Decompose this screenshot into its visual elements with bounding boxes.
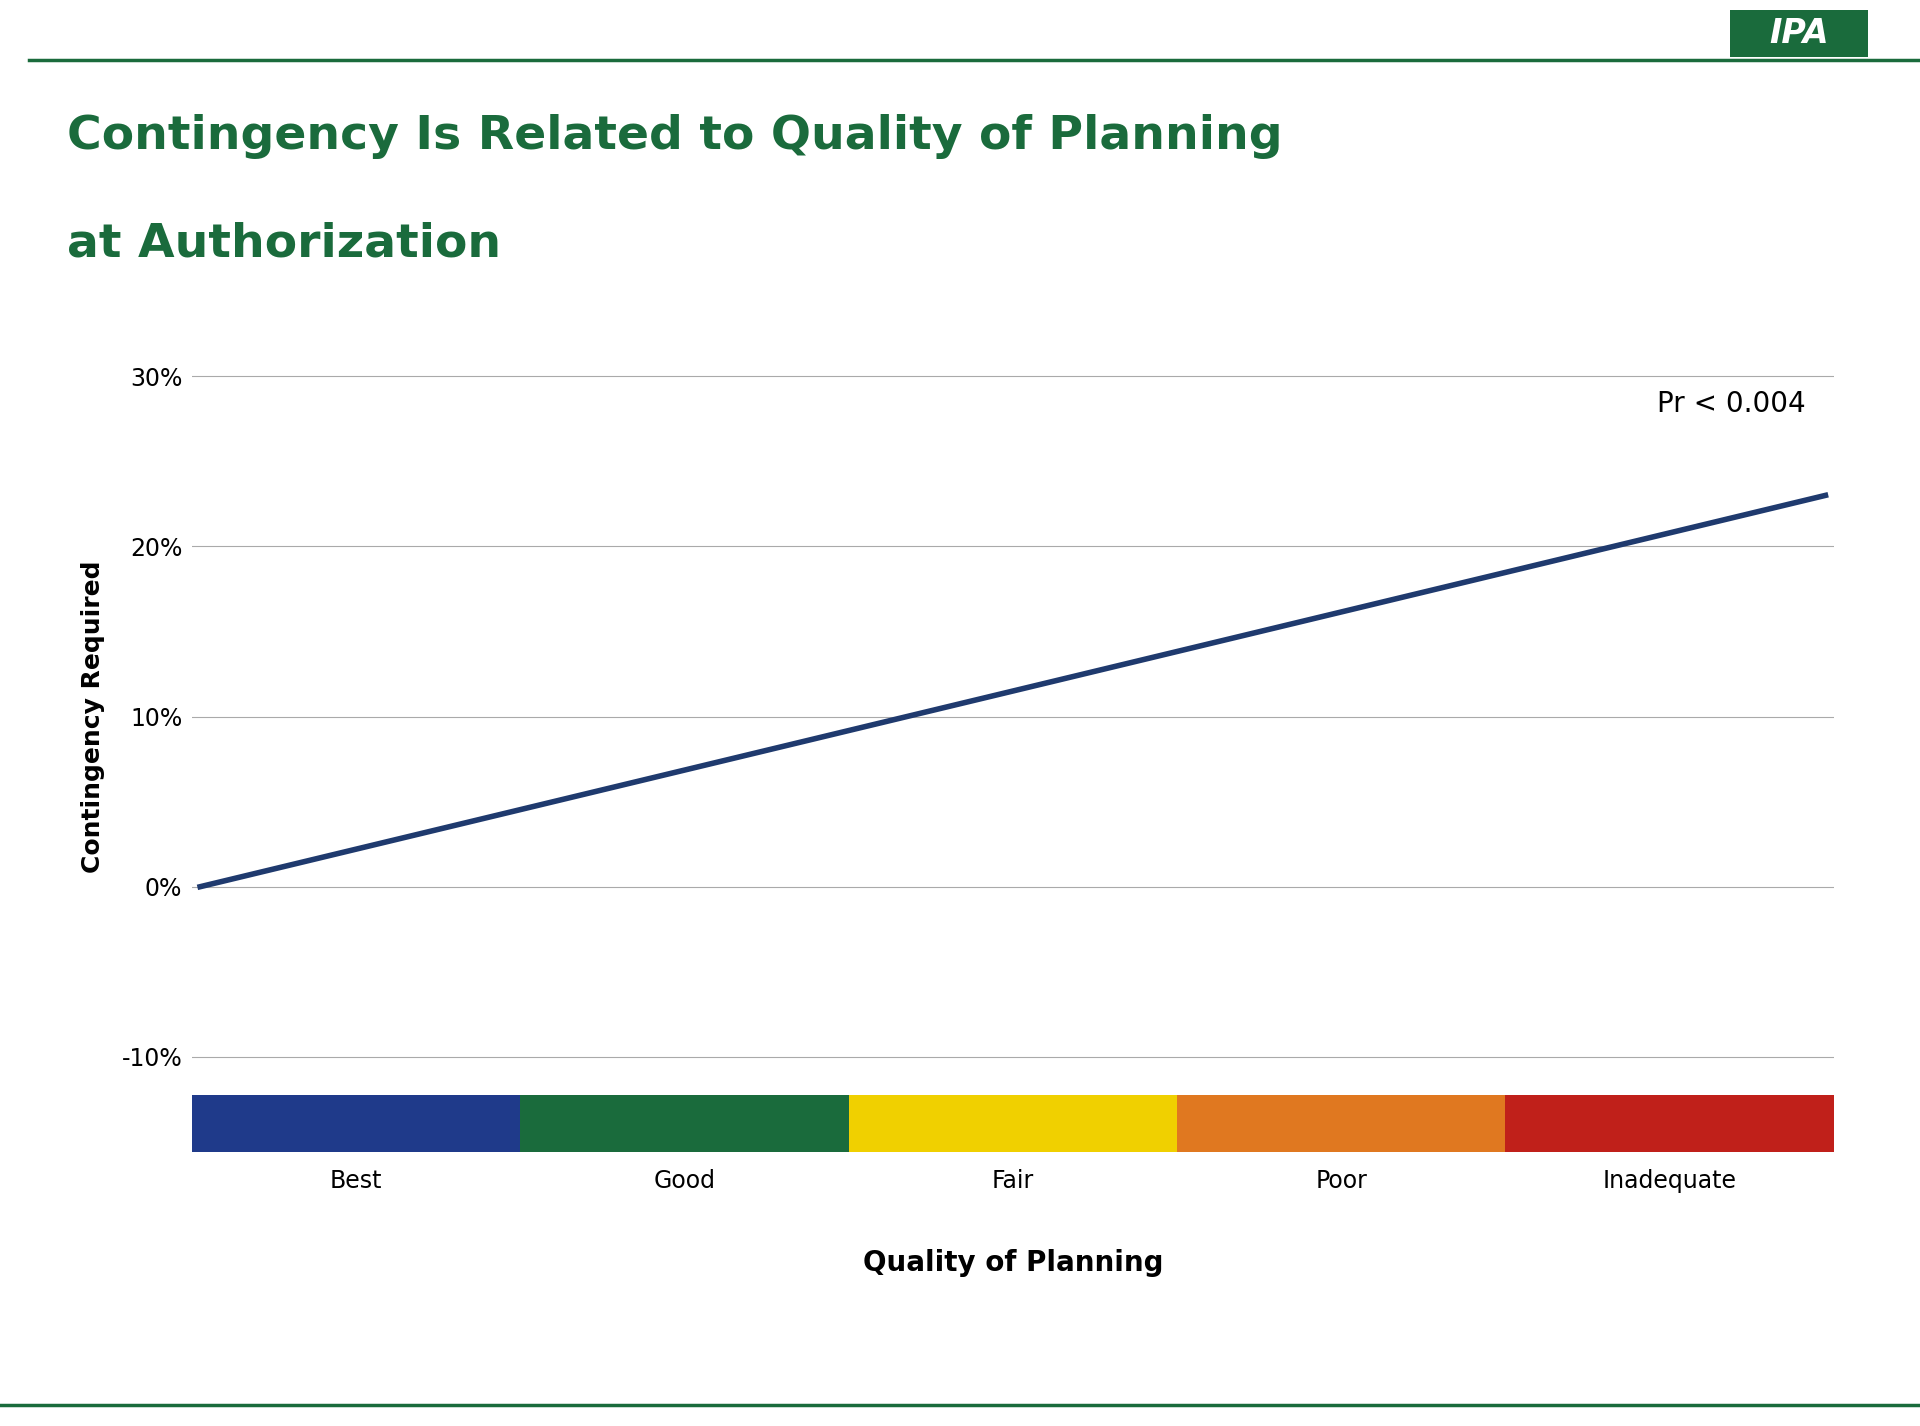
Text: IPA: IPA [1768,17,1830,50]
Text: Good: Good [653,1169,716,1194]
Text: Best: Best [330,1169,382,1194]
Text: Pr < 0.004: Pr < 0.004 [1657,389,1805,418]
Text: Fair: Fair [991,1169,1035,1194]
Text: Contingency Is Related to Quality of Planning: Contingency Is Related to Quality of Pla… [67,114,1283,160]
Y-axis label: Contingency Required: Contingency Required [81,560,106,873]
Text: Poor: Poor [1315,1169,1367,1194]
Text: at Authorization: at Authorization [67,221,501,267]
Text: Inadequate: Inadequate [1603,1169,1736,1194]
Text: Quality of Planning: Quality of Planning [862,1249,1164,1278]
